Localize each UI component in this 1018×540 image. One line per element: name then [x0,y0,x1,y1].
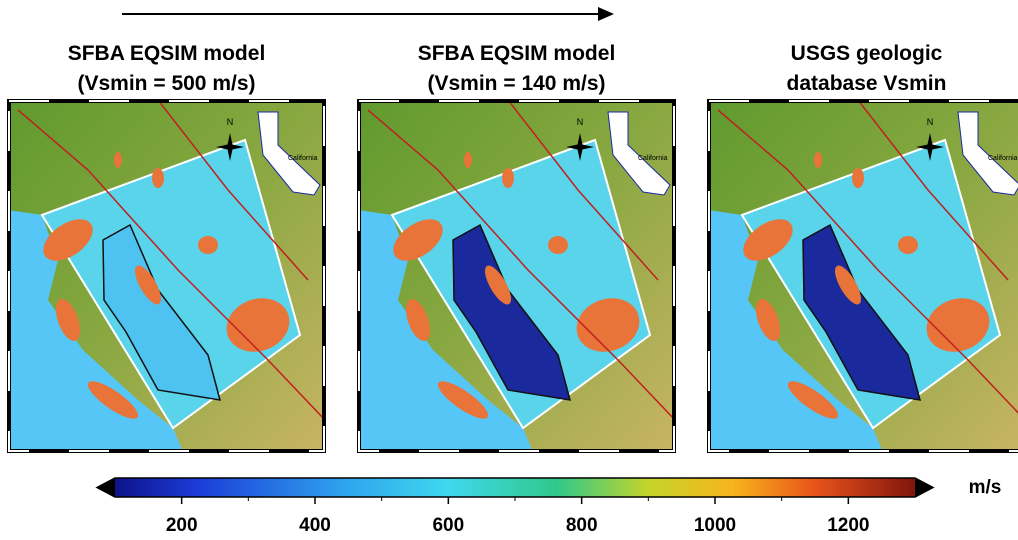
compass-label: N [927,117,934,127]
panel-title: database Vsmin [787,72,947,95]
rock-patch [502,168,514,188]
rock-patch [152,168,164,188]
colorbar-tick-label: 1200 [827,515,869,536]
colorbar-tick-label: 200 [166,515,198,536]
panel-title: USGS geologic [791,42,943,65]
inset-label: California [288,155,318,162]
rock-patch [548,236,568,254]
colorbar-tick-label: 400 [299,515,331,536]
map-panel: California N [8,100,325,452]
inset-label: California [638,155,668,162]
rock-patch [114,152,122,168]
figure: SFBA EQSIM model (Vsmin = 500 m/s) Califor… [0,0,1018,540]
colorbar-end [915,478,933,497]
map-panel: California N [358,100,675,452]
panel-title: (Vsmin = 140 m/s) [428,72,606,95]
inset-label: California [988,155,1018,162]
rock-patch [898,236,918,254]
panel-title: SFBA EQSIM model [68,42,266,65]
panel-title: SFBA EQSIM model [418,42,616,65]
colorbar [97,478,933,497]
colorbar-unit: m/s [969,477,1002,498]
map-panel: California N [708,100,1018,452]
compass-label: N [227,117,234,127]
rock-patch [814,152,822,168]
colorbar-tick-label: 600 [432,515,464,536]
colorbar-end [97,478,115,497]
arrow-head [598,7,614,21]
rock-patch [464,152,472,168]
rock-patch [852,168,864,188]
rock-patch [198,236,218,254]
compass-label: N [577,117,584,127]
colorbar-tick-label: 800 [566,515,598,536]
panel-title: (Vsmin = 500 m/s) [78,72,256,95]
colorbar-tick-label: 1000 [694,515,736,536]
